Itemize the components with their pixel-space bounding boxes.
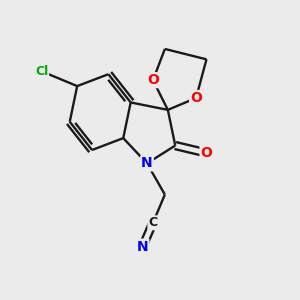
Text: C: C bbox=[148, 216, 158, 229]
Text: O: O bbox=[190, 91, 202, 105]
Text: O: O bbox=[147, 73, 159, 87]
Text: Cl: Cl bbox=[35, 65, 48, 78]
Text: N: N bbox=[141, 156, 153, 170]
Text: O: O bbox=[200, 146, 212, 160]
Text: N: N bbox=[137, 240, 148, 254]
